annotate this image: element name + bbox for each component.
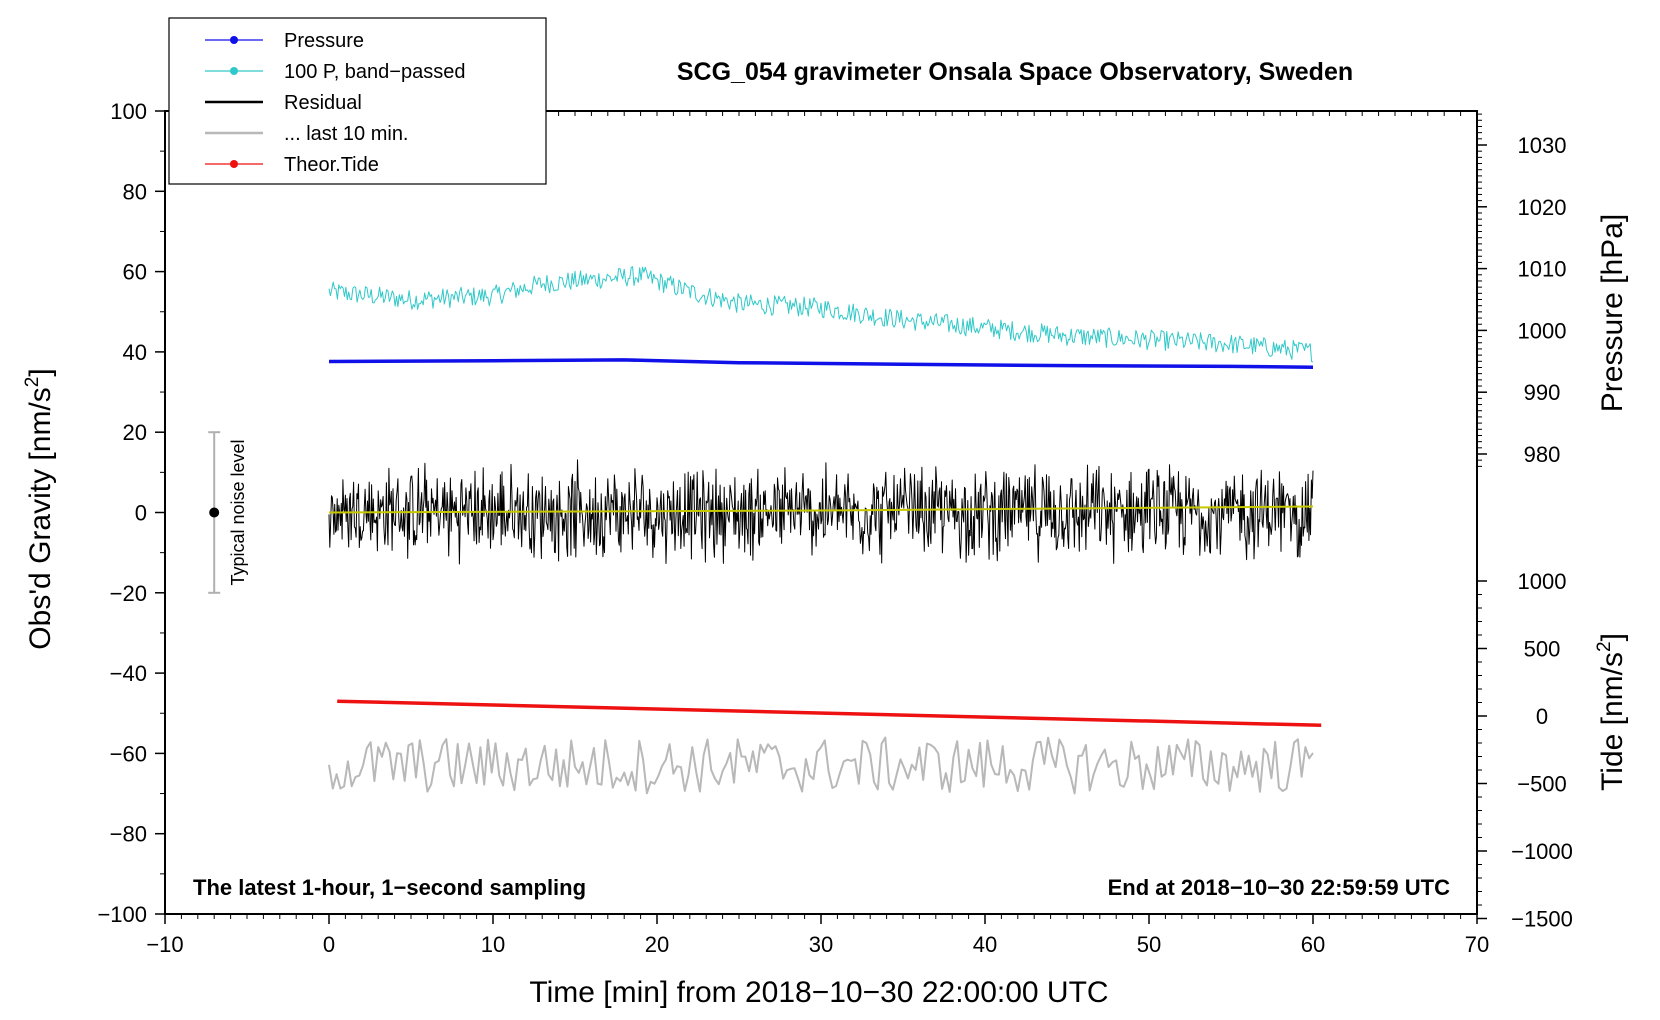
y-tick-label: 60 (123, 260, 147, 285)
x-tick-label: 20 (645, 932, 669, 957)
pressure-tick-label: 990 (1524, 380, 1561, 405)
y-tick-label: 80 (123, 179, 147, 204)
chart-title: SCG_054 gravimeter Onsala Space Observat… (677, 58, 1353, 86)
legend-label: Theor.Tide (284, 154, 379, 176)
note-sampling: The latest 1-hour, 1−second sampling (193, 875, 586, 900)
y-axis-title-left-close: ] (24, 368, 57, 376)
y-axis-title-pressure: Pressure [hPa] (1596, 214, 1629, 412)
x-tick-label: 10 (481, 932, 505, 957)
y-tick-label: −40 (110, 661, 147, 686)
legend-marker (230, 36, 238, 44)
y-axis-title-tide: Tide [nm/s2] (1594, 633, 1629, 791)
y-tick-label: 20 (123, 420, 147, 445)
series-pressure (328, 358, 1314, 369)
tide-tick-label: 1000 (1518, 569, 1567, 594)
y-axis-title-left: Obs'd Gravity [nm/s2] (22, 368, 57, 649)
tide-tick-label: −1500 (1511, 907, 1573, 932)
pressure-tick-label: 980 (1524, 442, 1561, 467)
y-axis-title-left-main: Obs'd Gravity [nm/s (24, 387, 57, 649)
noise-bar-dot (209, 507, 220, 518)
legend-label: ... last 10 min. (284, 123, 409, 145)
series-residual (328, 459, 1314, 565)
pressure-tick-label: 1010 (1518, 257, 1567, 282)
x-tick-label: 60 (1301, 932, 1325, 957)
note-end-time: End at 2018−10−30 22:59:59 UTC (1108, 875, 1451, 900)
y-axis-title-tide-main: Tide [nm/s (1596, 652, 1629, 791)
legend: Pressure 100 P, band−passed Residual ... la… (168, 17, 547, 185)
y-axis-title-tide-sup: 2 (1594, 641, 1615, 652)
x-axis-title: Time [min] from 2018−10−30 22:00:00 UTC (529, 976, 1108, 1009)
noise-bar-label: Typical noise level (228, 439, 248, 585)
tide-tick-label: −1000 (1511, 839, 1573, 864)
x-tick-label: 30 (809, 932, 833, 957)
series-residual-smoothed (328, 505, 1314, 514)
x-tick-label: 0 (323, 932, 335, 957)
tide-tick-label: 0 (1536, 704, 1548, 729)
y-tick-label: −80 (110, 822, 147, 847)
y-tick-label: −100 (97, 902, 147, 927)
legend-label: 100 P, band−passed (284, 61, 465, 83)
y-axis-title-tide-close: ] (1596, 633, 1629, 641)
pressure-tick-label: 1020 (1518, 195, 1567, 220)
x-tick-label: −10 (146, 932, 183, 957)
series-100-p-band-passed (328, 266, 1314, 363)
y-tick-label: −60 (110, 741, 147, 766)
legend-marker (230, 160, 238, 168)
y-tick-label: 100 (110, 99, 147, 124)
tide-tick-label: −500 (1517, 772, 1567, 797)
y-tick-label: −20 (110, 581, 147, 606)
pressure-tick-label: 1000 (1518, 318, 1567, 343)
tide-tick-label: 500 (1524, 637, 1561, 662)
pressure-tick-label: 1030 (1518, 133, 1567, 158)
legend-marker (230, 67, 238, 75)
x-tick-label: 70 (1465, 932, 1489, 957)
legend-label: Residual (284, 92, 362, 114)
legend-label: Pressure (284, 30, 364, 52)
y-tick-label: 40 (123, 340, 147, 365)
y-tick-label: 0 (135, 501, 147, 526)
x-tick-label: 50 (1137, 932, 1161, 957)
y-axis-title-left-sup: 2 (22, 377, 43, 388)
series-theor-tide (337, 699, 1322, 728)
series-last-10-min (328, 736, 1314, 795)
x-tick-label: 40 (973, 932, 997, 957)
